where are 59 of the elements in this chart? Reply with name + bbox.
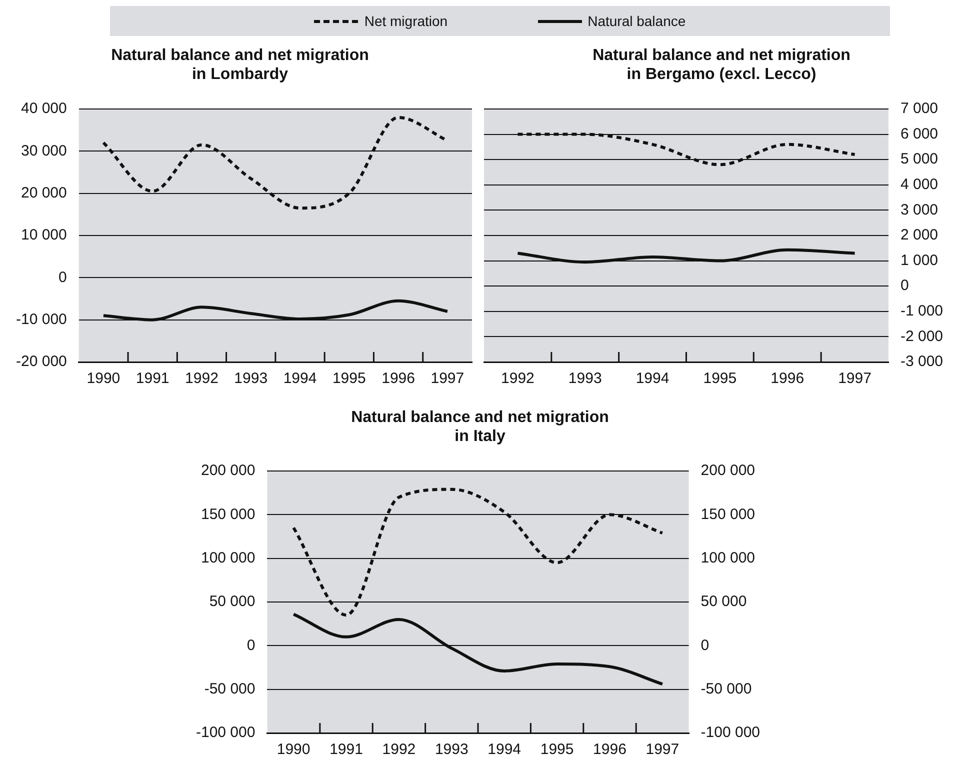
y-tick-label: 100 000 xyxy=(200,549,256,566)
y-tick-label: 10 000 xyxy=(20,226,67,244)
x-tick-label: 1994 xyxy=(488,741,522,758)
y-tick-label: 0 xyxy=(246,636,256,654)
y2-tick-label: 5 000 xyxy=(900,150,938,168)
y2-tick-label: 7 000 xyxy=(900,100,938,118)
y2-tick-label: 2 000 xyxy=(900,226,938,244)
x-tick-label: 1995 xyxy=(540,741,574,758)
x-tick-label: 1993 xyxy=(234,370,268,388)
x-tick-label: 1994 xyxy=(283,370,317,388)
y2-tick-label: 6 000 xyxy=(900,125,938,142)
x-tick-label: 1996 xyxy=(770,370,804,388)
y2-tick-label: 4 000 xyxy=(900,176,938,194)
legend-label: Net migration xyxy=(364,13,448,29)
x-tick-label: 1992 xyxy=(501,370,534,388)
chart-title: Natural balance and net migration in Lombardy xyxy=(110,46,370,85)
y-tick-label: 30 000 xyxy=(20,142,67,160)
y2-tick-label: 1 000 xyxy=(900,252,938,269)
y-tick-label: 50 000 xyxy=(209,593,256,610)
x-tick-label: 1995 xyxy=(332,370,366,388)
x-tick-label: 1997 xyxy=(430,370,464,388)
x-tick-label: 1997 xyxy=(646,741,680,758)
y2-tick-label: -50 000 xyxy=(700,680,752,698)
x-tick-label: 1990 xyxy=(276,741,310,758)
y2-tick-label: 100 000 xyxy=(700,549,756,566)
chart-title: Natural balance and net migration in Bergamo (excl. Lecco) xyxy=(592,46,852,85)
y-tick-label: -10 000 xyxy=(16,310,67,328)
x-tick-label: 1991 xyxy=(330,741,363,758)
chart-title: Natural balance and net migration in Italy xyxy=(350,408,610,447)
y2-tick-label: 200 000 xyxy=(700,462,756,480)
legend-label: Natural balance xyxy=(588,13,686,29)
y2-tick-label: 50 000 xyxy=(700,593,747,610)
y-tick-label: -20 000 xyxy=(16,353,67,370)
x-tick-label: 1997 xyxy=(838,370,872,388)
x-tick-label: 1996 xyxy=(593,741,626,758)
y-tick-label: -100 000 xyxy=(196,724,256,742)
x-tick-label: 1994 xyxy=(636,370,670,388)
y-tick-label: 20 000 xyxy=(20,184,67,202)
y2-tick-label: 3 000 xyxy=(900,201,938,218)
y2-tick-label: 0 xyxy=(700,636,710,654)
x-tick-label: 1991 xyxy=(136,370,170,388)
y2-tick-label: -3 000 xyxy=(900,353,944,370)
y-tick-label: 150 000 xyxy=(200,506,256,523)
x-tick-label: 1993 xyxy=(434,741,468,758)
y2-tick-label: -100 000 xyxy=(700,724,760,742)
y-tick-label: 200 000 xyxy=(200,462,256,480)
x-tick-label: 1992 xyxy=(382,741,416,758)
x-tick-label: 1992 xyxy=(185,370,218,388)
x-tick-label: 1995 xyxy=(703,370,737,388)
y-tick-label: -50 000 xyxy=(204,680,256,698)
y-tick-label: 40 000 xyxy=(20,100,67,118)
x-tick-label: 1993 xyxy=(568,370,602,388)
x-tick-label: 1990 xyxy=(86,370,120,388)
y2-tick-label: -1 000 xyxy=(900,302,944,320)
x-tick-label: 1996 xyxy=(382,370,415,388)
y2-tick-label: -2 000 xyxy=(900,328,944,345)
y-tick-label: 0 xyxy=(58,268,67,286)
y2-tick-label: 150 000 xyxy=(700,506,756,523)
y2-tick-label: 0 xyxy=(900,277,909,294)
